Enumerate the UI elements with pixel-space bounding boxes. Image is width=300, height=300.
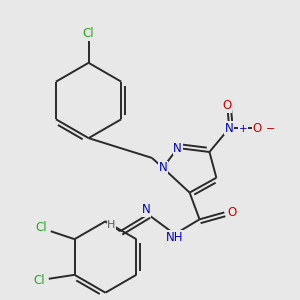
Text: +: +: [239, 124, 248, 134]
Text: Cl: Cl: [83, 27, 94, 40]
Text: O: O: [252, 122, 262, 135]
Text: NH: NH: [166, 231, 184, 244]
Text: H: H: [107, 220, 116, 230]
Text: Cl: Cl: [35, 221, 47, 234]
Text: O: O: [228, 206, 237, 219]
Text: N: N: [158, 161, 167, 174]
Text: −: −: [266, 124, 276, 134]
Text: O: O: [223, 99, 232, 112]
Text: Cl: Cl: [33, 274, 45, 287]
Text: N: N: [142, 203, 150, 216]
Text: N: N: [225, 122, 234, 135]
Text: N: N: [173, 142, 182, 154]
